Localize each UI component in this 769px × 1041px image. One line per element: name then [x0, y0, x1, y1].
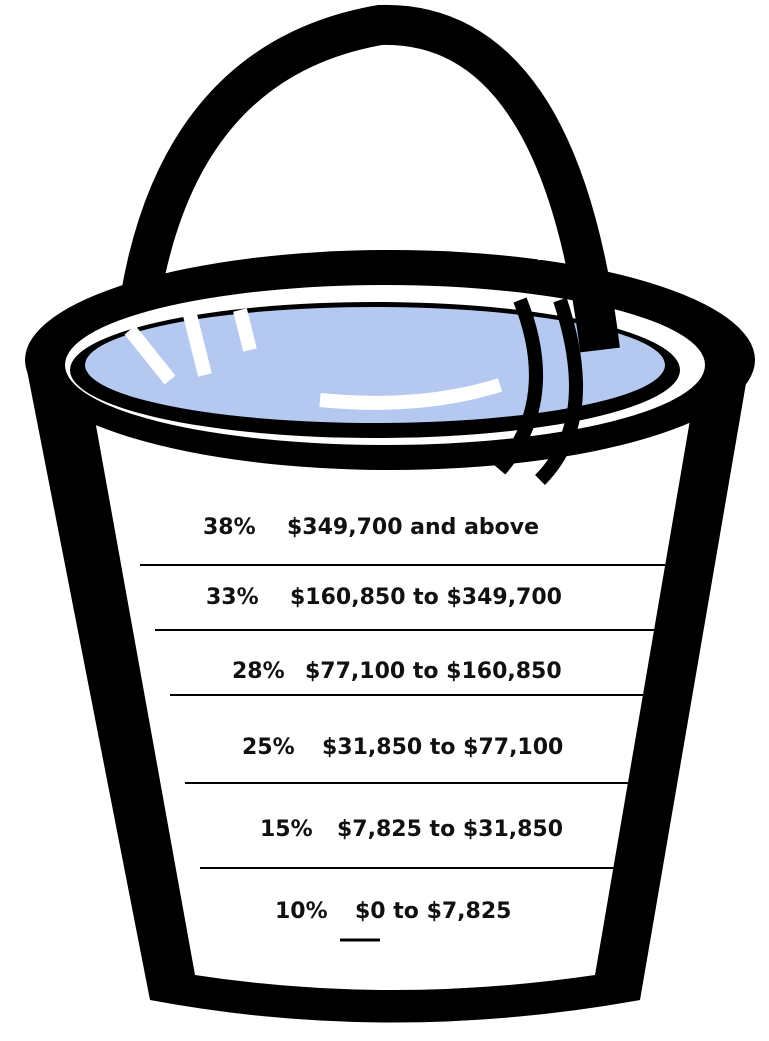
income-range: $160,850 to $349,700: [290, 585, 562, 610]
bucket-illustration: 38% $349,700 and above 33% $160,850 to $…: [0, 0, 769, 1041]
rate: 33%: [206, 585, 259, 610]
income-range: $0 to $7,825: [355, 899, 511, 924]
rate: 28%: [232, 659, 285, 684]
rate: 15%: [260, 817, 313, 842]
income-range: $7,825 to $31,850: [337, 817, 563, 842]
rate: 38%: [203, 515, 256, 540]
income-range: $77,100 to $160,850: [305, 659, 562, 684]
income-range: $31,850 to $77,100: [322, 735, 563, 760]
rate: 10%: [275, 899, 328, 924]
income-range: $349,700 and above: [287, 515, 539, 540]
rate: 25%: [242, 735, 295, 760]
